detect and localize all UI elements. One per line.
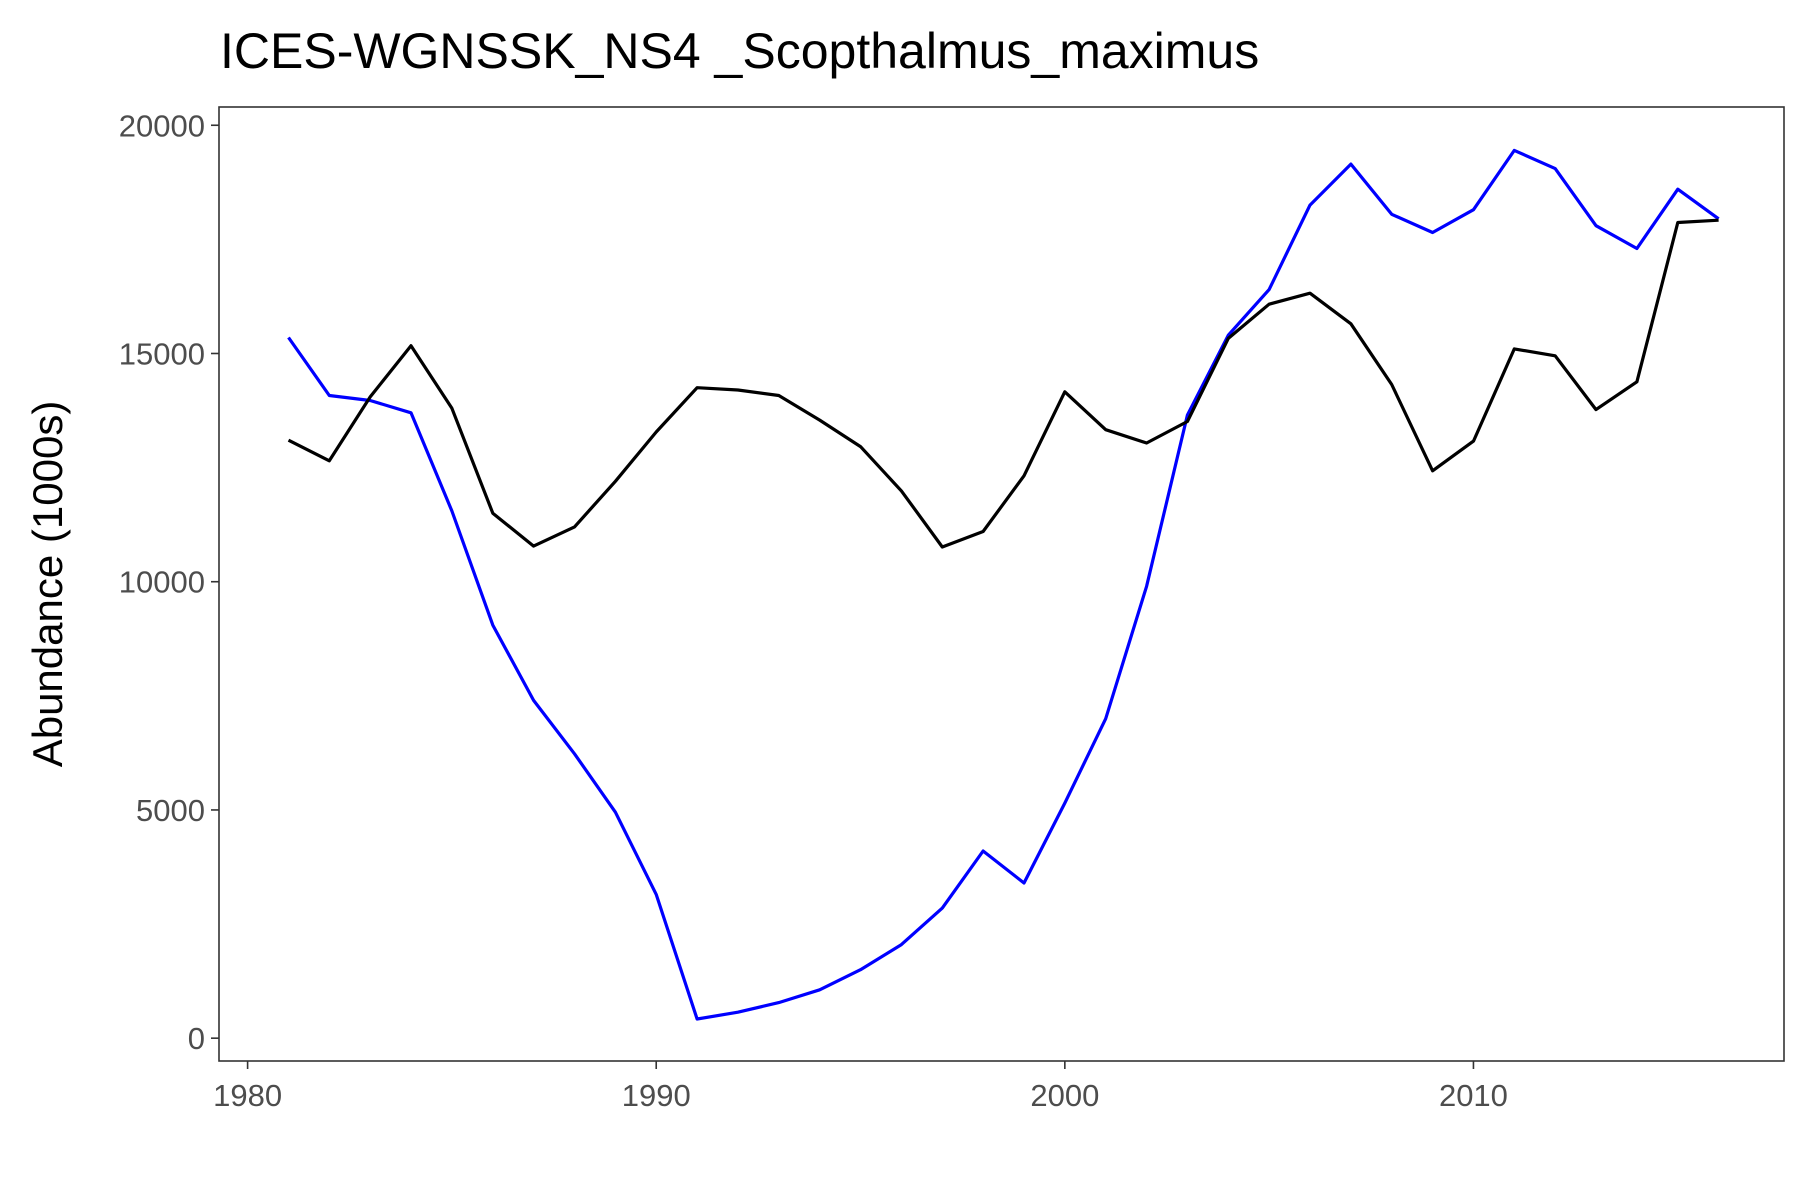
x-tick-label-2000: 2000	[1030, 1078, 1099, 1113]
chart-title: ICES-WGNSSK_NS4 _Scopthalmus_maximus	[220, 23, 1259, 79]
series-line-2	[287, 218, 1719, 549]
y-tick-label-20000: 20000	[119, 108, 205, 143]
x-tick-label-1980: 1980	[213, 1078, 282, 1113]
axis-ticks: 1980 1990 2000 2010 0 5000 10000 15000 20000	[119, 108, 1508, 1113]
y-tick-label-15000: 15000	[119, 336, 205, 371]
series-line-1	[287, 148, 1720, 1021]
plot-panel	[218, 106, 1785, 1062]
y-tick-label-0: 0	[188, 1021, 205, 1056]
y-tick-label-10000: 10000	[119, 565, 205, 600]
y-tick-label-5000: 5000	[136, 793, 205, 828]
x-tick-label-2010: 2010	[1439, 1078, 1508, 1113]
series-layer	[287, 148, 1720, 1021]
y-axis-label: Abundance (1000s)	[24, 401, 71, 768]
x-tick-label-1990: 1990	[622, 1078, 691, 1113]
